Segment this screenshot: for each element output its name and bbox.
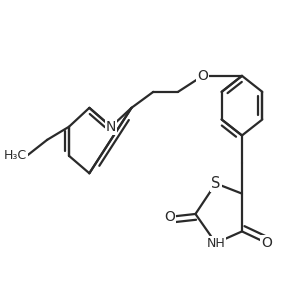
Text: NH: NH — [206, 236, 225, 250]
Text: O: O — [261, 236, 272, 250]
Text: N: N — [106, 120, 116, 134]
Text: O: O — [197, 69, 208, 83]
Text: O: O — [164, 210, 175, 224]
Text: S: S — [211, 176, 220, 191]
Text: H₃C: H₃C — [4, 149, 27, 162]
